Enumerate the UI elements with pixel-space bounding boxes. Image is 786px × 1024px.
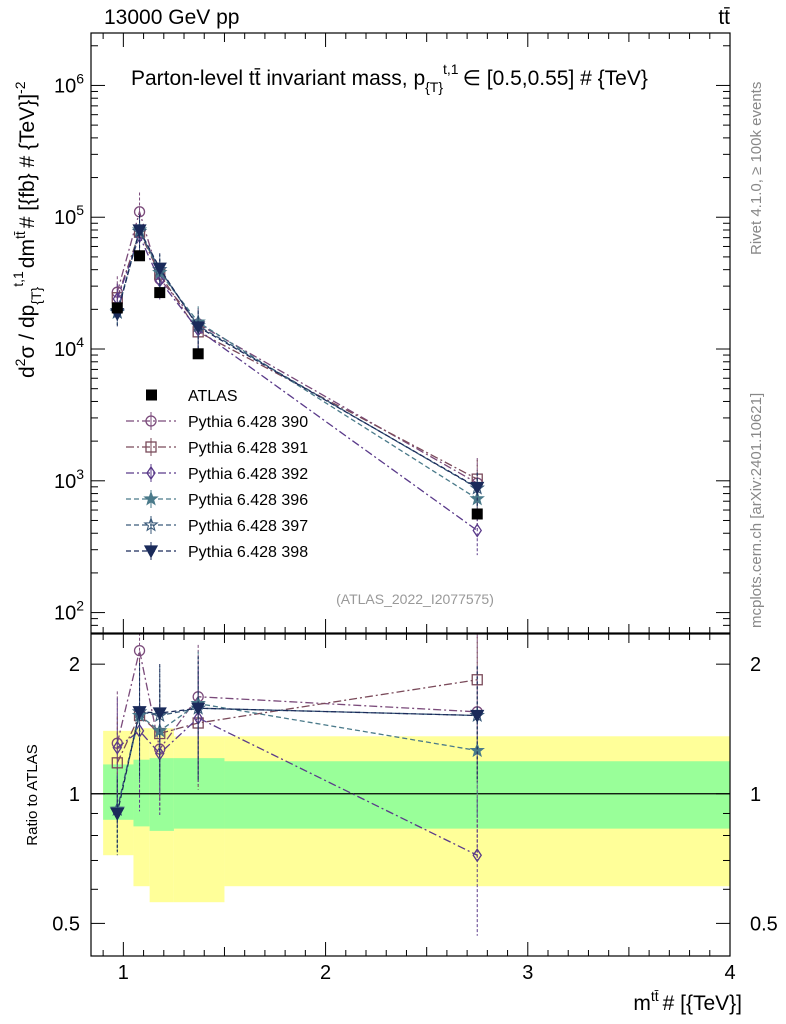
rivet-label: Rivet 4.1.0, ≥ 100k events bbox=[748, 82, 765, 255]
data-point bbox=[134, 250, 146, 262]
energy-label: 13000 GeV pp bbox=[104, 6, 239, 29]
legend-marker bbox=[143, 545, 159, 559]
legend-item: Pythia 6.428 390 bbox=[126, 412, 308, 431]
series-line-0 bbox=[116, 209, 478, 484]
legend-label: Pythia 6.428 397 bbox=[188, 518, 308, 535]
legend-item: ATLAS bbox=[146, 388, 238, 405]
y-tick-label: 103 bbox=[54, 466, 84, 493]
ratio-tick-label: 2 bbox=[69, 654, 80, 676]
legend-item: Pythia 6.428 392 bbox=[126, 464, 308, 483]
ratio-panel: 1 2 3 4 0.5 0.5 1 1 2 2 bbox=[52, 633, 778, 984]
ratio-point bbox=[133, 644, 146, 657]
legend-label: Pythia 6.428 392 bbox=[188, 466, 308, 483]
y-tick-label: 105 bbox=[54, 202, 84, 229]
ratio-tick-label-right: 1 bbox=[750, 784, 761, 806]
ratio-point bbox=[111, 757, 123, 769]
series-point bbox=[472, 523, 483, 538]
uncertainty-band-inner bbox=[149, 758, 174, 831]
y-tick-label: 102 bbox=[54, 598, 84, 625]
data-point bbox=[111, 302, 123, 314]
legend: ATLAS Pythia 6.428 390 Pythia 6.428 391 Pyt… bbox=[126, 388, 308, 561]
ratio-tick-label: 1 bbox=[69, 784, 80, 806]
series-point bbox=[152, 262, 167, 276]
chart-title: Parton-level tt̄ invariant mass, p{T}t,1… bbox=[131, 61, 648, 95]
ratio-line-0 bbox=[116, 650, 478, 751]
legend-label: ATLAS bbox=[188, 388, 238, 405]
legend-label: Pythia 6.428 390 bbox=[188, 414, 308, 431]
legend-label: Pythia 6.428 396 bbox=[188, 492, 308, 509]
ratio-line-1 bbox=[116, 679, 478, 764]
data-point bbox=[471, 508, 483, 520]
ratio-line-2 bbox=[116, 717, 478, 856]
data-point bbox=[154, 287, 166, 299]
ratio-tick-label-right: 2 bbox=[750, 654, 761, 676]
legend-item: Pythia 6.428 398 bbox=[126, 542, 308, 561]
x-tick-label: 3 bbox=[522, 962, 533, 984]
ratio-point bbox=[471, 674, 483, 686]
ratio-tick-label-right: 0.5 bbox=[750, 913, 778, 935]
main-panel: 102 103 104 105 106 bbox=[54, 32, 731, 634]
ratio-point bbox=[132, 706, 147, 720]
legend-marker bbox=[145, 415, 157, 427]
process-label: tt̄ bbox=[718, 6, 730, 29]
legend-marker bbox=[145, 441, 157, 453]
ratio-point bbox=[191, 702, 206, 716]
ratio-panel-frame bbox=[90, 633, 731, 957]
mcplots-label: mcplots.cern.ch [arXiv:2401.10621] bbox=[748, 393, 765, 628]
ratio-axis-label: Ratio to ATLAS bbox=[24, 744, 41, 845]
legend-item: Pythia 6.428 397 bbox=[126, 516, 308, 535]
legend-label: Pythia 6.428 391 bbox=[188, 440, 308, 457]
ratio-tick-label: 0.5 bbox=[52, 913, 80, 935]
x-axis-label: mtt̄ # [{TeV}] bbox=[633, 988, 742, 1015]
legend-marker bbox=[146, 465, 156, 481]
x-tick-label: 4 bbox=[724, 962, 735, 984]
analysis-id: (ATLAS_2022_I2077575) bbox=[336, 591, 494, 607]
y-axis-label: d2σ / dp{T}t,1dmtt̄# [{fb} # {TeV}]-2 bbox=[10, 81, 44, 378]
x-tick-label: 1 bbox=[118, 962, 129, 984]
uncertainty-band-inner bbox=[133, 759, 150, 827]
series-point bbox=[191, 321, 206, 335]
y-tick-label: 104 bbox=[54, 334, 84, 361]
legend-marker bbox=[143, 516, 159, 532]
legend-item: Pythia 6.428 396 bbox=[126, 490, 308, 509]
legend-label: Pythia 6.428 398 bbox=[188, 544, 308, 561]
legend-marker bbox=[146, 389, 157, 401]
main-panel-frame bbox=[90, 32, 731, 634]
ratio-point bbox=[112, 740, 123, 755]
legend-marker bbox=[143, 490, 159, 506]
series-line-3 bbox=[116, 228, 478, 500]
ratio-point bbox=[110, 807, 125, 821]
ratio-point bbox=[472, 848, 483, 863]
legend-item: Pythia 6.428 391 bbox=[126, 438, 308, 457]
ratio-point bbox=[470, 709, 485, 723]
data-point bbox=[192, 348, 204, 360]
series-point bbox=[132, 224, 147, 238]
series-point bbox=[470, 481, 485, 495]
x-tick-label: 2 bbox=[320, 962, 331, 984]
ratio-point bbox=[152, 707, 167, 721]
y-tick-label: 106 bbox=[54, 70, 84, 97]
